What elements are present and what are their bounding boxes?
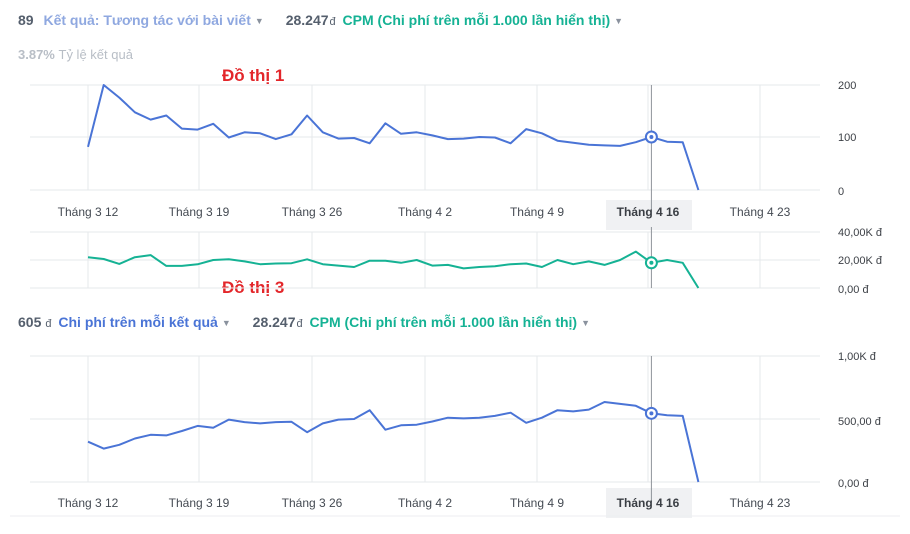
results-metric-label: Kết quả: Tương tác với bài viết [43, 12, 251, 28]
y-tick-label: 0,00 đ [838, 478, 869, 490]
x-tick-label: Tháng 3 26 [282, 496, 343, 510]
y-tick-label: 40,00K đ [838, 227, 883, 239]
x-tick-label: Tháng 3 12 [58, 205, 119, 219]
highlight-band [606, 488, 692, 518]
cpm-currency: đ [329, 16, 336, 28]
bottom-header: 605 đ Chi phí trên mỗi kết quả ▼ 28.247đ C… [18, 314, 590, 330]
highlight-point-center [649, 260, 654, 265]
x-tick-label: Tháng 3 12 [58, 496, 119, 510]
series-line [87, 401, 700, 483]
result-rate-value: 3.87% [18, 47, 55, 62]
highlight-band [606, 200, 692, 230]
y-tick-label: 100 [838, 132, 856, 144]
cpm-currency-2: đ [296, 318, 303, 330]
results-value: 89 [18, 12, 34, 28]
x-tick-label: Tháng 4 9 [510, 205, 564, 219]
top-header: 89 Kết quả: Tương tác với bài viết ▼ 28.2… [18, 12, 623, 28]
y-tick-label: 20,00K đ [838, 255, 883, 267]
y-tick-label: 0 [838, 186, 844, 198]
result-rate: 3.87% Tỷ lệ kết quả [18, 47, 133, 62]
chart-1-title: Đồ thị 1 [222, 66, 285, 85]
highlight-point-center [649, 134, 654, 139]
chart-1: 200 100 0 Tháng 3 12 Tháng 3 19 Tháng 3 26 Thá… [30, 80, 856, 230]
y-tick-label: 1,00K đ [838, 351, 877, 363]
y-tick-label: 500,00 đ [838, 416, 882, 428]
chart-3: 1,00K đ 500,00 đ 0,00 đ Tháng 3 12 Tháng 3 1… [30, 351, 882, 518]
x-tick-label: Tháng 4 2 [398, 205, 452, 219]
x-tick-label: Tháng 4 23 [730, 205, 791, 219]
cost-per-result-label: Chi phí trên mỗi kết quả [58, 314, 218, 330]
highlight-point-center [649, 411, 654, 416]
cost-per-result-value: 605 [18, 314, 42, 330]
cpm-metric-dropdown-2[interactable]: CPM (Chi phí trên mỗi 1.000 lần hiển thị… [310, 314, 591, 330]
x-tick-label: Tháng 3 19 [169, 205, 230, 219]
cost-per-result-currency: đ [45, 318, 52, 330]
x-tick-label: Tháng 3 19 [169, 496, 230, 510]
y-tick-label: 0,00 đ [838, 284, 869, 296]
chevron-down-icon: ▼ [581, 318, 591, 328]
series-line [87, 250, 700, 289]
x-tick-label: Tháng 4 9 [510, 496, 564, 510]
results-metric-dropdown[interactable]: Kết quả: Tương tác với bài viết ▼ [43, 12, 267, 28]
x-tick-label: Tháng 4 2 [398, 496, 452, 510]
chevron-down-icon: ▼ [254, 16, 264, 26]
y-tick-label: 200 [838, 80, 856, 92]
x-tick-label: Tháng 4 23 [730, 496, 791, 510]
chevron-down-icon: ▼ [614, 16, 624, 26]
cpm-value-2: 28.247 [252, 314, 296, 330]
cpm-metric-dropdown[interactable]: CPM (Chi phí trên mỗi 1.000 lần hiển thị… [343, 12, 624, 28]
chart-2: 40,00K đ 20,00K đ 0,00 đ [30, 227, 883, 296]
cost-per-result-dropdown[interactable]: Chi phí trên mỗi kết quả ▼ [58, 314, 234, 330]
x-tick-label: Tháng 4 16 [617, 496, 680, 510]
cpm-value: 28.247 [285, 12, 329, 28]
chevron-down-icon: ▼ [221, 318, 231, 328]
cpm-metric-label: CPM (Chi phí trên mỗi 1.000 lần hiển thị… [342, 12, 611, 28]
result-rate-label: Tỷ lệ kết quả [58, 47, 133, 62]
series-line [87, 84, 700, 191]
x-tick-label: Tháng 4 16 [617, 205, 680, 219]
cpm-metric-label-2: CPM (Chi phí trên mỗi 1.000 lần hiển thị… [309, 314, 578, 330]
x-tick-label: Tháng 3 26 [282, 205, 343, 219]
